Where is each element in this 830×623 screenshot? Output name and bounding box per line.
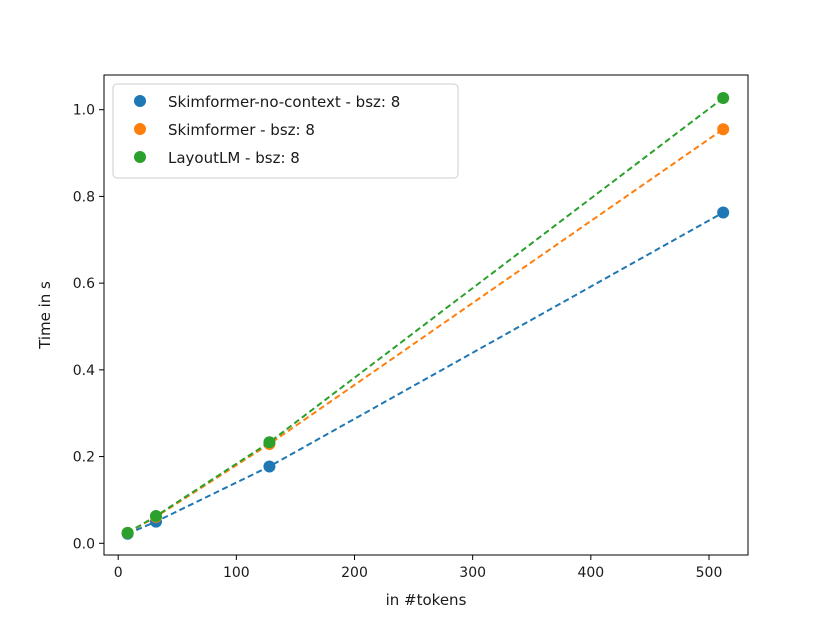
legend-marker	[134, 123, 146, 135]
data-point	[717, 91, 730, 104]
y-tick-label: 0.4	[73, 363, 95, 379]
y-tick-label: 0.2	[73, 450, 95, 466]
data-point	[149, 509, 162, 522]
data-point	[263, 436, 276, 449]
series-fit-line	[127, 128, 724, 534]
y-axis: 0.0 0.2 0.4 0.6 0.8 1.0	[73, 103, 104, 552]
x-tick-label: 300	[459, 565, 486, 581]
legend-entry-label: Skimformer-no-context - bsz: 8	[168, 93, 400, 111]
legend: Skimformer-no-context - bsz: 8 Skimformer…	[112, 83, 459, 179]
x-tick-label: 0	[114, 565, 123, 581]
x-tick-label: 200	[341, 565, 368, 581]
x-tick-label: 100	[223, 565, 250, 581]
legend-box	[112, 83, 459, 179]
series-fit-line	[127, 97, 724, 534]
legend-marker	[134, 95, 146, 107]
legend-entry-label: LayoutLM - bsz: 8	[168, 149, 300, 167]
series-layer	[121, 91, 730, 540]
x-tick-label: 500	[696, 565, 723, 581]
data-point	[121, 526, 134, 539]
series-2	[121, 91, 730, 539]
data-point	[263, 460, 276, 473]
y-tick-label: 0.6	[73, 276, 95, 292]
data-point	[717, 206, 730, 219]
y-tick-label: 0.0	[73, 536, 95, 552]
series-fit-line	[127, 211, 724, 535]
y-tick-label: 1.0	[73, 103, 95, 119]
legend-marker	[134, 151, 146, 163]
y-tick-label: 0.8	[73, 189, 95, 205]
x-axis-label: in #tokens	[386, 591, 467, 609]
y-axis-label: Time in s	[36, 281, 54, 350]
legend-entry-label: Skimformer - bsz: 8	[168, 121, 315, 139]
x-axis: 0 100 200 300 400 500	[114, 555, 723, 581]
data-point	[717, 123, 730, 136]
x-tick-label: 400	[577, 565, 604, 581]
